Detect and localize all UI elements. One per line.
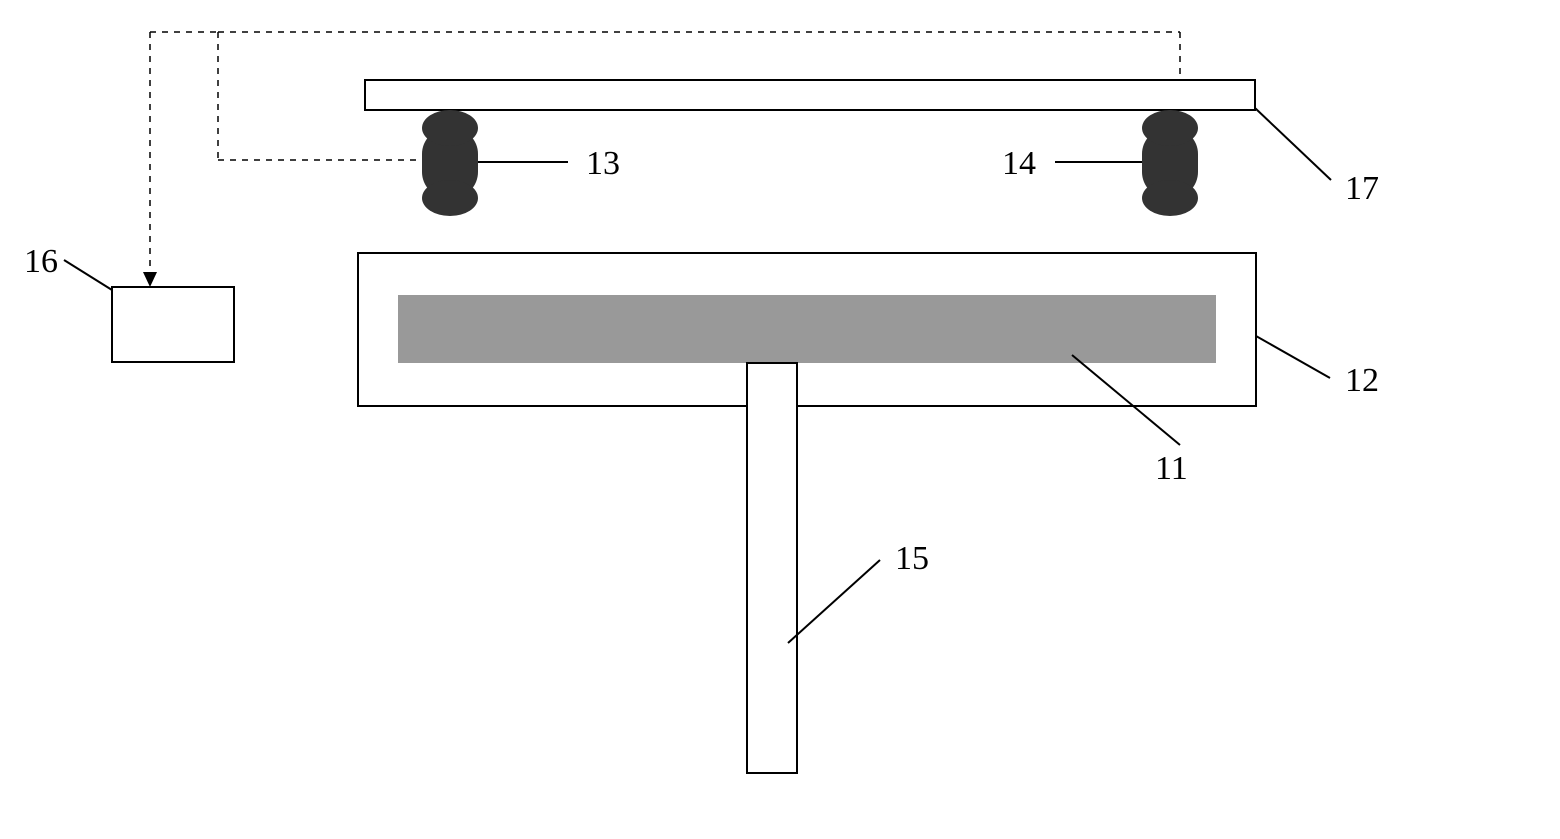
label-17: 17 (1345, 170, 1379, 208)
pill-left-13 (422, 110, 478, 216)
label-14: 14 (1002, 145, 1036, 183)
inner-11 (398, 295, 1216, 363)
label-16: 16 (24, 243, 58, 281)
arrowhead (143, 272, 157, 287)
label-15: 15 (895, 540, 929, 578)
label-11: 11 (1155, 450, 1188, 488)
diagram-svg (0, 0, 1560, 839)
box-16 (112, 287, 234, 362)
label-13: 13 (586, 145, 620, 183)
pill-right-14 (1142, 110, 1198, 216)
top-bar-17 (365, 80, 1255, 110)
post-15 (747, 363, 797, 773)
label-12: 12 (1345, 362, 1379, 400)
